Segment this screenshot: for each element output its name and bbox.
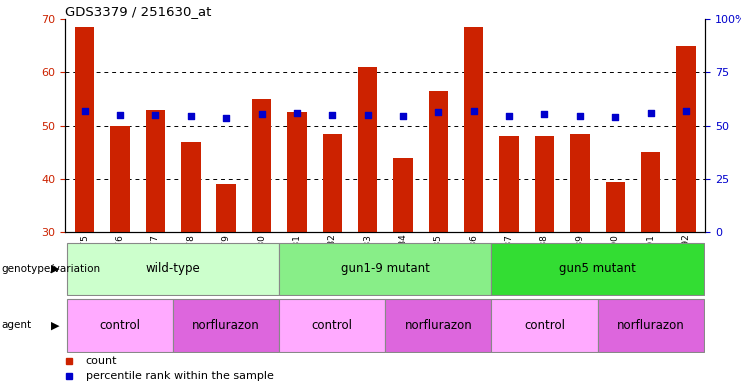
Bar bbox=[181, 142, 201, 232]
Bar bbox=[322, 134, 342, 232]
Point bbox=[680, 108, 692, 114]
Point bbox=[114, 112, 126, 118]
Bar bbox=[110, 126, 130, 232]
Point bbox=[326, 112, 338, 118]
Bar bbox=[641, 152, 660, 232]
Point bbox=[468, 108, 479, 114]
Bar bbox=[491, 299, 597, 352]
Text: genotype/variation: genotype/variation bbox=[1, 264, 101, 274]
Point bbox=[220, 115, 232, 121]
Text: control: control bbox=[524, 319, 565, 332]
Text: count: count bbox=[85, 356, 117, 366]
Bar bbox=[597, 299, 704, 352]
Text: percentile rank within the sample: percentile rank within the sample bbox=[85, 371, 273, 381]
Bar bbox=[358, 67, 377, 232]
Bar bbox=[75, 27, 94, 232]
Bar bbox=[428, 91, 448, 232]
Point bbox=[362, 112, 373, 118]
Bar bbox=[464, 27, 483, 232]
Point bbox=[397, 113, 409, 119]
Point bbox=[150, 112, 162, 118]
Bar bbox=[67, 299, 173, 352]
Text: GDS3379 / 251630_at: GDS3379 / 251630_at bbox=[65, 5, 212, 18]
Bar bbox=[677, 46, 696, 232]
Point bbox=[539, 111, 551, 117]
Bar bbox=[67, 243, 279, 295]
Text: norflurazon: norflurazon bbox=[617, 319, 685, 332]
Point bbox=[574, 113, 586, 119]
Point bbox=[79, 108, 90, 114]
Bar bbox=[570, 134, 590, 232]
Point bbox=[291, 110, 303, 116]
Bar bbox=[279, 299, 385, 352]
Bar bbox=[535, 136, 554, 232]
Bar bbox=[605, 182, 625, 232]
Text: ▶: ▶ bbox=[51, 264, 59, 274]
Bar bbox=[393, 158, 413, 232]
Bar bbox=[146, 110, 165, 232]
Point bbox=[256, 111, 268, 117]
Text: control: control bbox=[99, 319, 141, 332]
Text: control: control bbox=[312, 319, 353, 332]
Text: norflurazon: norflurazon bbox=[405, 319, 472, 332]
Bar bbox=[499, 136, 519, 232]
Text: gun5 mutant: gun5 mutant bbox=[559, 262, 636, 275]
Text: ▶: ▶ bbox=[51, 320, 59, 331]
Text: norflurazon: norflurazon bbox=[192, 319, 260, 332]
Point bbox=[645, 110, 657, 116]
Text: gun1-9 mutant: gun1-9 mutant bbox=[341, 262, 430, 275]
Point bbox=[503, 113, 515, 119]
Bar bbox=[216, 184, 236, 232]
Point bbox=[185, 113, 196, 119]
Bar bbox=[279, 243, 491, 295]
Point bbox=[433, 109, 445, 115]
Text: agent: agent bbox=[1, 320, 32, 331]
Bar bbox=[173, 299, 279, 352]
Bar bbox=[491, 243, 704, 295]
Point bbox=[609, 114, 621, 120]
Bar bbox=[385, 299, 491, 352]
Bar bbox=[288, 113, 307, 232]
Bar bbox=[252, 99, 271, 232]
Text: wild-type: wild-type bbox=[146, 262, 201, 275]
